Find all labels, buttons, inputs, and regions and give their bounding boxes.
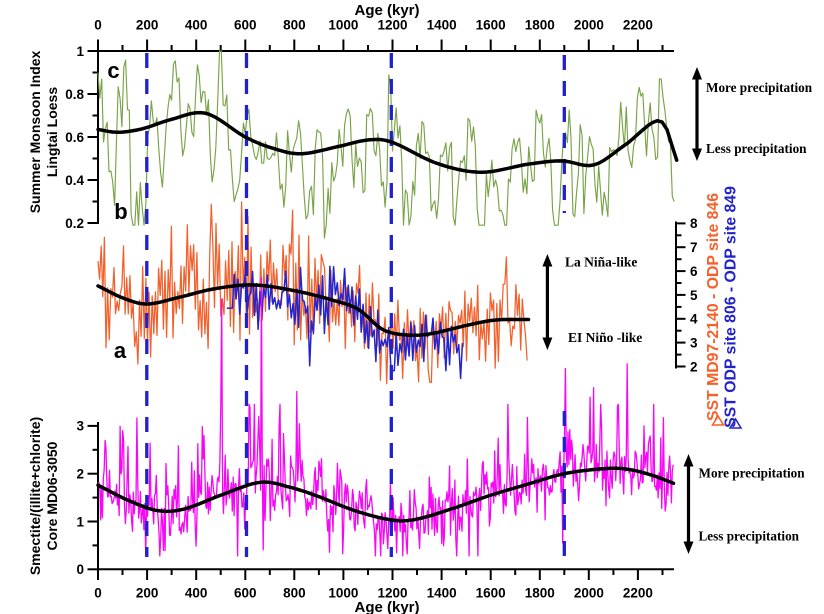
svg-text:a: a bbox=[114, 338, 127, 363]
svg-text:1600: 1600 bbox=[476, 586, 506, 601]
svg-text:Age (kyr): Age (kyr) bbox=[354, 599, 419, 614]
svg-text:Smectite/(illite+chlorite): Smectite/(illite+chlorite) bbox=[27, 417, 43, 575]
svg-text:400: 400 bbox=[185, 586, 208, 601]
svg-text:2000: 2000 bbox=[574, 18, 604, 33]
svg-text:0.8: 0.8 bbox=[65, 87, 84, 102]
svg-text:1000: 1000 bbox=[328, 586, 358, 601]
svg-text:6: 6 bbox=[690, 264, 698, 279]
svg-text:Summer Monsoon Index: Summer Monsoon Index bbox=[27, 51, 43, 214]
svg-text:600: 600 bbox=[234, 18, 257, 33]
svg-text:c: c bbox=[107, 58, 119, 83]
svg-text:1000: 1000 bbox=[328, 18, 358, 33]
svg-text:800: 800 bbox=[283, 586, 306, 601]
svg-text:SST ODP site 806 - ODP site 84: SST ODP site 806 - ODP site 849 bbox=[723, 186, 740, 428]
svg-text:Less precipitation: Less precipitation bbox=[699, 529, 800, 544]
svg-text:0.2: 0.2 bbox=[65, 216, 84, 231]
svg-text:800: 800 bbox=[283, 18, 306, 33]
svg-text:1800: 1800 bbox=[525, 18, 555, 33]
svg-text:3: 3 bbox=[690, 335, 698, 350]
svg-text:La Niña-like: La Niña-like bbox=[565, 255, 637, 270]
svg-text:2000: 2000 bbox=[574, 586, 604, 601]
svg-text:8: 8 bbox=[690, 216, 698, 231]
svg-text:Age (kyr): Age (kyr) bbox=[354, 2, 419, 19]
svg-text:b: b bbox=[114, 199, 127, 224]
svg-text:2: 2 bbox=[690, 359, 698, 374]
svg-text:0.6: 0.6 bbox=[65, 130, 84, 145]
svg-text:2200: 2200 bbox=[623, 586, 653, 601]
svg-text:SST MD97-2140 - ODP site 846: SST MD97-2140 - ODP site 846 bbox=[705, 193, 722, 421]
svg-text:4: 4 bbox=[690, 312, 698, 327]
svg-text:1800: 1800 bbox=[525, 586, 555, 601]
svg-text:EI Niño -like: EI Niño -like bbox=[568, 330, 642, 345]
svg-text:Core MD06-3050: Core MD06-3050 bbox=[44, 441, 60, 550]
svg-text:2200: 2200 bbox=[623, 18, 653, 33]
svg-text:3: 3 bbox=[76, 419, 84, 434]
svg-text:1200: 1200 bbox=[377, 586, 407, 601]
svg-text:0: 0 bbox=[94, 586, 102, 601]
svg-text:1: 1 bbox=[76, 514, 84, 529]
svg-text:1600: 1600 bbox=[476, 18, 506, 33]
svg-text:200: 200 bbox=[136, 586, 159, 601]
svg-text:1400: 1400 bbox=[427, 586, 457, 601]
svg-text:0.4: 0.4 bbox=[65, 173, 84, 188]
svg-text:1: 1 bbox=[76, 44, 84, 59]
svg-text:Lingtai Loess: Lingtai Loess bbox=[44, 87, 60, 177]
svg-text:Less precipitation: Less precipitation bbox=[706, 141, 807, 156]
svg-text:More precipitation: More precipitation bbox=[706, 80, 813, 95]
svg-text:5: 5 bbox=[690, 288, 698, 303]
svg-text:1400: 1400 bbox=[427, 18, 457, 33]
svg-text:0: 0 bbox=[76, 562, 84, 577]
svg-text:200: 200 bbox=[136, 18, 159, 33]
svg-text:0: 0 bbox=[94, 18, 102, 33]
svg-text:400: 400 bbox=[185, 18, 208, 33]
svg-text:1200: 1200 bbox=[377, 18, 407, 33]
svg-text:7: 7 bbox=[690, 240, 698, 255]
svg-text:More precipitation: More precipitation bbox=[699, 466, 806, 481]
svg-text:600: 600 bbox=[234, 586, 257, 601]
svg-text:2: 2 bbox=[76, 467, 84, 482]
